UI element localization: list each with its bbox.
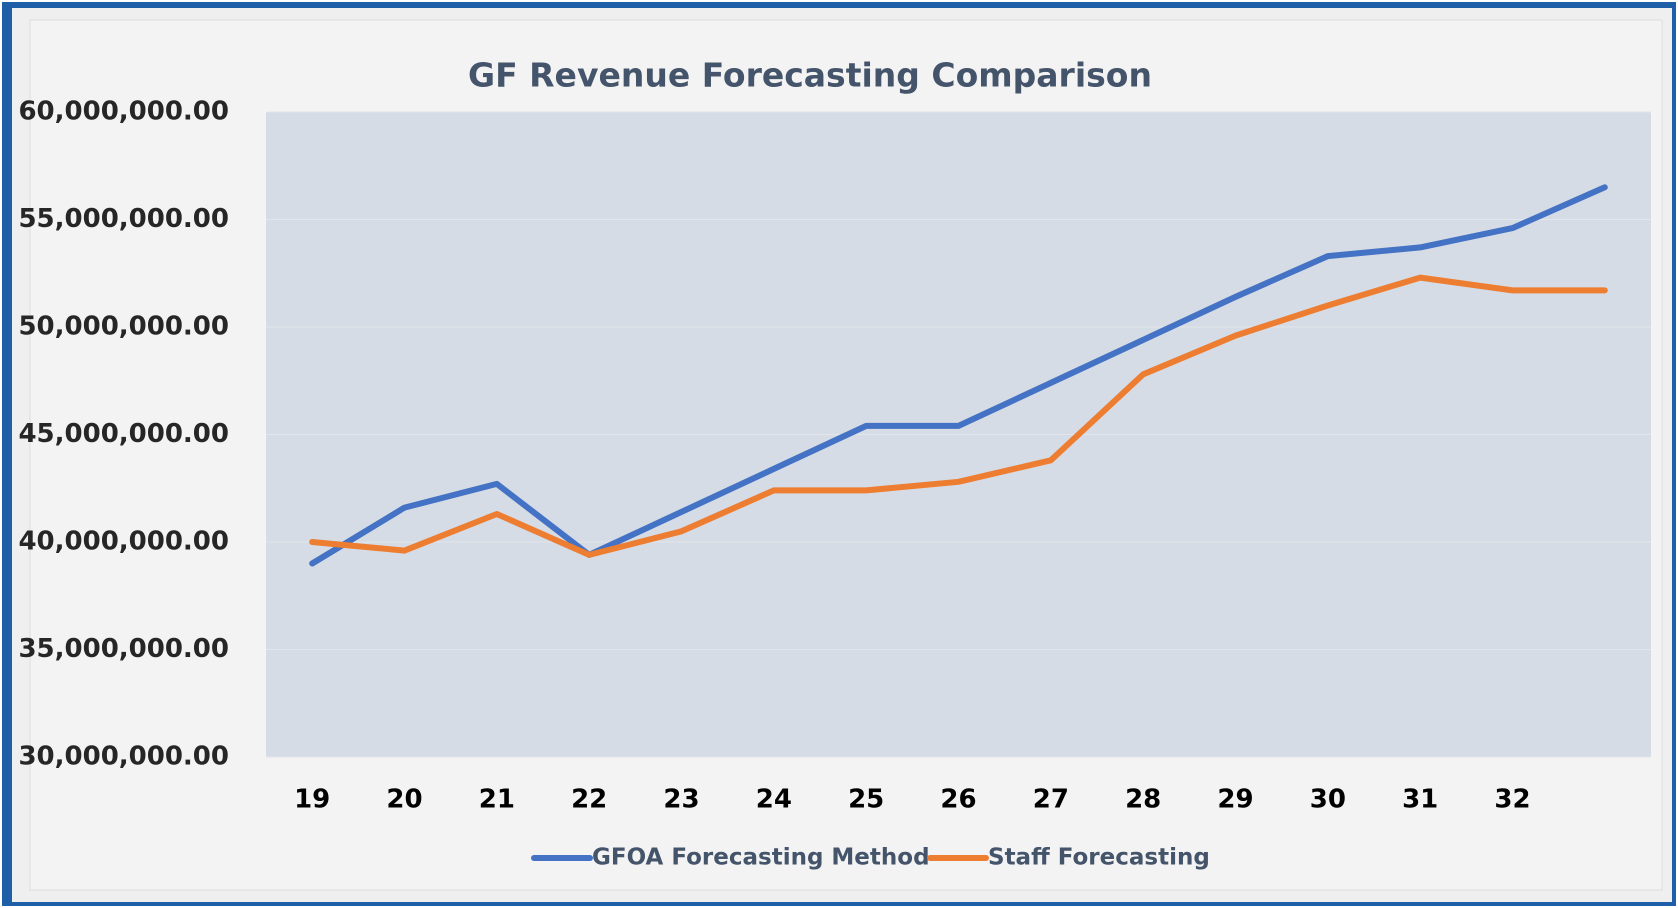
x-tick-label: 30 <box>1310 785 1346 815</box>
x-tick-label: 27 <box>1033 785 1069 815</box>
x-tick-label: 25 <box>848 785 884 815</box>
y-tick-label: 60,000,000.00 <box>18 97 229 127</box>
x-tick-label: 21 <box>479 785 515 815</box>
x-tick-label: 19 <box>294 785 330 815</box>
x-tick-label: 20 <box>386 785 422 815</box>
x-tick-label: 26 <box>940 785 976 815</box>
legend-label: GFOA Forecasting Method <box>592 845 930 871</box>
y-tick-label: 35,000,000.00 <box>18 634 229 664</box>
x-tick-label: 31 <box>1402 785 1438 815</box>
series-line <box>309 184 1608 567</box>
x-tick-label: 24 <box>756 785 792 815</box>
x-tick-label: 28 <box>1125 785 1161 815</box>
y-tick-label: 40,000,000.00 <box>18 527 229 557</box>
x-tick-label: 32 <box>1494 785 1530 815</box>
legend-label: Staff Forecasting <box>988 845 1210 871</box>
x-tick-label: 23 <box>663 785 699 815</box>
chart-title: GF Revenue Forecasting Comparison <box>468 56 1152 95</box>
y-tick-label: 30,000,000.00 <box>18 742 229 772</box>
x-tick-label: 29 <box>1217 785 1253 815</box>
y-tick-label: 55,000,000.00 <box>18 204 229 234</box>
y-tick-label: 45,000,000.00 <box>18 419 229 449</box>
x-tick-label: 22 <box>571 785 607 815</box>
series-line <box>309 274 1608 558</box>
y-tick-label: 50,000,000.00 <box>18 312 229 342</box>
